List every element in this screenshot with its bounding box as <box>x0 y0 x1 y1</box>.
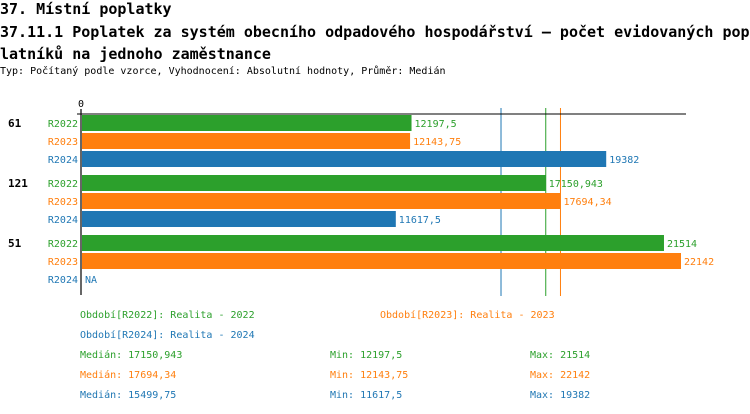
legend-period-r2023: Období[R2023]: Realita - 2023 <box>380 310 555 321</box>
data-label: 22142 <box>684 257 714 268</box>
data-label: 19382 <box>609 155 639 166</box>
data-label: 12197,5 <box>415 119 457 130</box>
stat-min-r2024: Min: 11617,5 <box>330 390 403 401</box>
series-label: R2023 <box>48 257 78 268</box>
stat-median-r2022: Medián: 17150,943 <box>80 350 183 361</box>
data-label: NA <box>85 275 97 286</box>
series-label: R2022 <box>48 179 78 190</box>
stat-max-r2022: Max: 21514 <box>530 350 591 361</box>
series-label: R2024 <box>48 155 78 166</box>
series-label: R2023 <box>48 197 78 208</box>
bar <box>82 211 396 227</box>
data-label: 11617,5 <box>399 215 441 226</box>
stat-min-r2022: Min: 12197,5 <box>330 350 403 361</box>
series-label: R2022 <box>48 239 78 250</box>
stat-median-r2023: Medián: 17694,34 <box>80 370 177 381</box>
data-label: 17694,34 <box>563 197 611 208</box>
x-tick-label: 0 <box>78 99 84 110</box>
bar <box>82 133 411 149</box>
legend-period-r2024: Období[R2024]: Realita - 2024 <box>80 330 255 341</box>
bar <box>82 253 681 269</box>
data-label: 21514 <box>667 239 697 250</box>
series-label: R2023 <box>48 137 78 148</box>
chart-title: 37.11.1 Poplatek za systém obecního odpa… <box>0 23 750 63</box>
stat-min-r2023: Min: 12143,75 <box>330 370 409 381</box>
stat-max-r2023: Max: 22142 <box>530 370 591 381</box>
group-label: 51 <box>8 237 22 250</box>
bar <box>82 151 607 167</box>
chart-subtitle: Typ: Počítaný podle vzorce, Vyhodnocení:… <box>0 66 446 77</box>
series-label: R2024 <box>48 215 78 226</box>
section-title: 37. Místní poplatky <box>0 0 172 18</box>
data-label: 17150,943 <box>549 179 603 190</box>
stat-max-r2024: Max: 19382 <box>530 390 591 401</box>
series-label: R2024 <box>48 275 78 286</box>
group-label: 61 <box>8 117 22 130</box>
bar <box>82 235 664 251</box>
series-label: R2022 <box>48 119 78 130</box>
bar-chart: 0 61 R2022 12197,5 R2023 12143,75 R2024 19382 12… <box>8 99 714 296</box>
data-label: 12143,75 <box>413 137 461 148</box>
bar <box>82 175 546 191</box>
bar <box>82 115 412 131</box>
bar <box>82 193 561 209</box>
group-label: 121 <box>8 177 28 190</box>
legend-period-r2022: Období[R2022]: Realita - 2022 <box>80 310 255 321</box>
stat-median-r2024: Medián: 15499,75 <box>80 390 177 401</box>
